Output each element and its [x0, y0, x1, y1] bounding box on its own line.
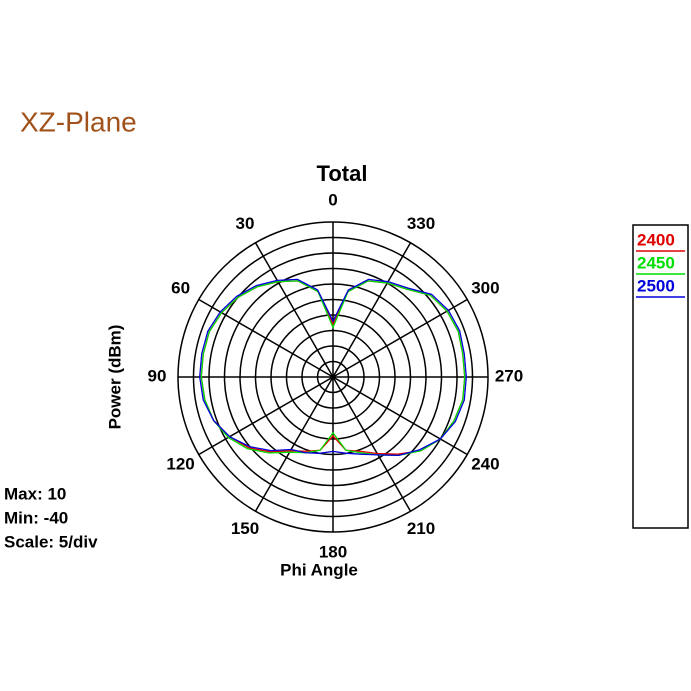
series-line — [200, 280, 466, 457]
theta-tick-label: 300 — [471, 278, 499, 297]
theta-tick-label: 30 — [236, 214, 255, 233]
theta-tick-label: 150 — [231, 519, 259, 538]
theta-tick-label: 240 — [471, 454, 499, 473]
theta-tick-label: 0 — [328, 190, 337, 209]
grid-spoke — [332, 298, 468, 378]
legend-label: 2400 — [637, 230, 675, 249]
grid-spoke — [198, 376, 334, 456]
info-text: Scale: 5/div — [4, 532, 98, 551]
series-line — [199, 278, 467, 457]
theta-tick-label: 120 — [166, 454, 194, 473]
grid-spoke — [332, 376, 412, 512]
grid-spoke — [332, 242, 412, 378]
info-text: Max: 10 — [4, 484, 66, 503]
theta-tick-label: 210 — [407, 519, 435, 538]
grid-spoke — [332, 376, 468, 456]
grid-spoke — [254, 242, 334, 378]
theta-tick-label: 270 — [495, 366, 523, 385]
theta-tick-label: 180 — [319, 542, 347, 561]
theta-tick-label: 90 — [148, 366, 167, 385]
heading: XZ-Plane — [20, 106, 137, 137]
theta-tick-label: 330 — [407, 214, 435, 233]
theta-tick-label: 60 — [171, 278, 190, 297]
legend-box — [632, 224, 689, 529]
theta-axis-label: Phi Angle — [280, 560, 358, 579]
grid-spoke — [254, 376, 334, 512]
legend-label: 2450 — [637, 253, 675, 272]
r-axis-label: Power (dBm) — [105, 325, 124, 430]
legend-label: 2500 — [637, 276, 675, 295]
grid-spoke — [198, 298, 334, 378]
chart-title: Total — [317, 161, 368, 186]
info-text: Min: -40 — [4, 508, 68, 527]
